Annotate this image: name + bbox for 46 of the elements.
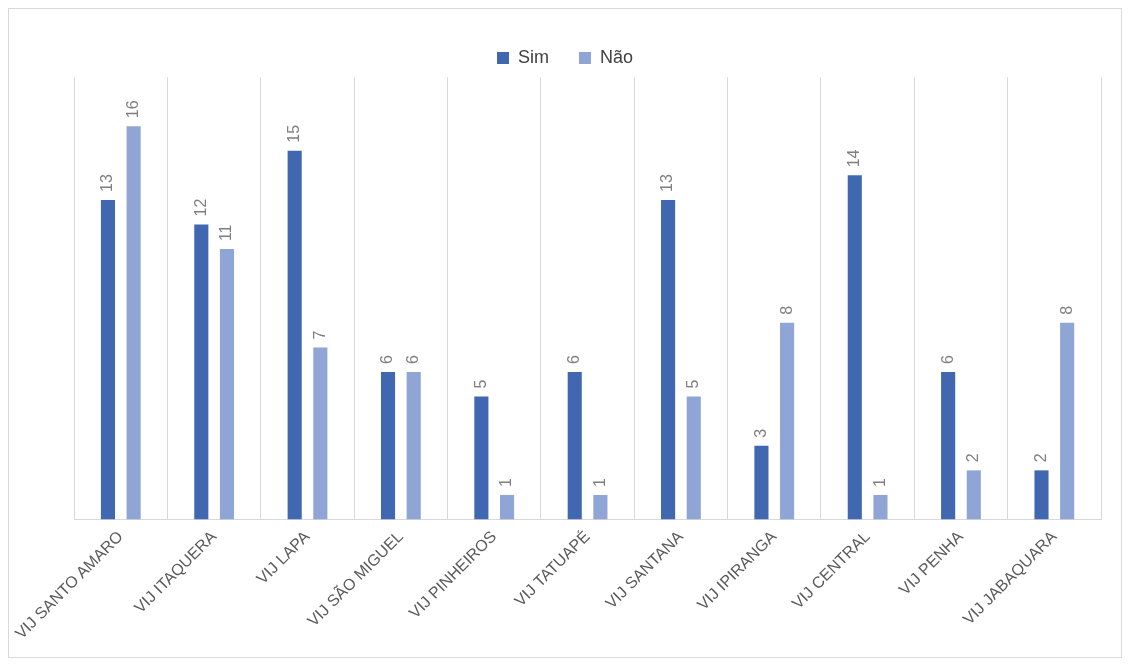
bar (406, 372, 421, 520)
data-label: 11 (217, 224, 235, 242)
bar (754, 445, 769, 520)
data-label: 13 (658, 174, 676, 192)
bar (941, 372, 956, 520)
bar (499, 494, 515, 520)
bar (194, 224, 209, 520)
data-label: 1 (870, 477, 888, 487)
bar (474, 396, 489, 520)
bar (567, 372, 582, 520)
data-label: 3 (751, 428, 769, 438)
bar (780, 322, 795, 520)
bar (1034, 470, 1049, 520)
bar (593, 494, 608, 520)
legend-label: Sim (517, 46, 549, 67)
bar (219, 249, 235, 520)
data-label: 1 (590, 477, 608, 487)
bar (126, 126, 141, 520)
data-label: 6 (938, 355, 956, 365)
data-label: 14 (845, 149, 863, 168)
data-label: 2 (964, 453, 982, 463)
data-label: 5 (471, 379, 489, 389)
bar (100, 199, 116, 520)
data-label: 5 (684, 379, 702, 389)
legend-label: Não (599, 46, 634, 67)
data-label: 12 (191, 198, 209, 217)
data-label: 6 (378, 355, 396, 365)
bar (380, 372, 396, 520)
bar (847, 175, 862, 520)
bar (873, 494, 888, 520)
bar (661, 199, 676, 520)
data-label: 8 (1057, 305, 1075, 315)
data-label: 1 (497, 477, 515, 487)
bar (1060, 322, 1075, 520)
bar (686, 396, 701, 520)
data-label: 2 (1031, 453, 1049, 463)
data-label: 6 (404, 355, 422, 365)
bar (287, 150, 302, 520)
data-label: 13 (98, 174, 116, 192)
data-label: 6 (565, 355, 583, 365)
data-label: 16 (124, 100, 142, 119)
data-label: 8 (777, 305, 795, 315)
bar (313, 347, 328, 520)
data-label: 7 (310, 330, 328, 340)
bar (966, 470, 981, 520)
data-label: 15 (285, 124, 303, 143)
